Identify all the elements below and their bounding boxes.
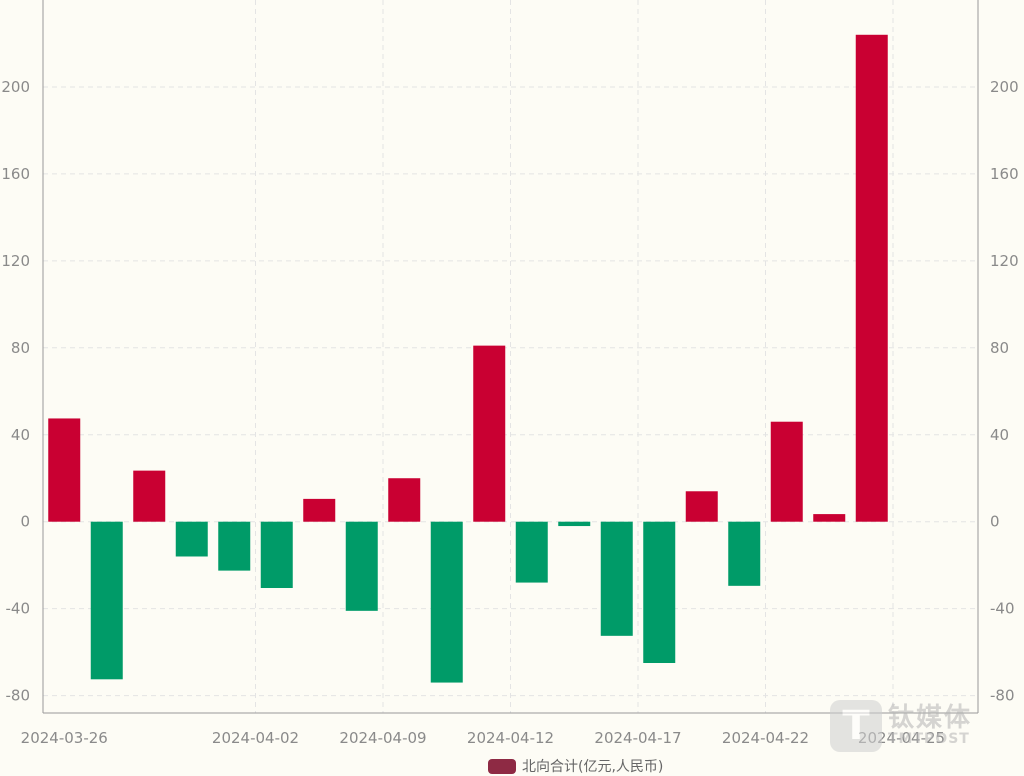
bar[interactable] [643,521,676,664]
bar[interactable] [133,470,166,522]
y-ticks-right: -80 -40 0 40 80 120 160 200 [990,78,1019,705]
bar[interactable] [855,34,888,522]
bar[interactable] [345,521,378,611]
y-tick-label-right: 200 [990,78,1019,96]
y-tick-label-right: -40 [990,600,1015,618]
bar[interactable] [260,521,293,589]
y-tick-label-left: -80 [6,687,31,705]
bar[interactable] [303,498,336,522]
y-tick-label-left: 200 [1,78,30,96]
watermark-logo-icon: T [830,700,882,752]
x-ticks: 2024-03-26 2024-04-02 2024-04-09 2024-04-12… [21,729,945,747]
y-tick-label-left: 120 [1,252,30,270]
bar[interactable] [600,521,633,636]
y-tick-label-left: 40 [11,426,30,444]
bar[interactable] [685,491,718,522]
bar[interactable] [813,514,846,522]
x-tick-label: 2024-04-02 [212,729,299,747]
bar[interactable] [473,345,506,522]
y-tick-label-right: 40 [990,426,1009,444]
x-tick-label: 2024-04-17 [594,729,681,747]
y-tick-label-left: -40 [6,600,31,618]
bar[interactable] [218,521,251,571]
y-tick-label-right: -80 [990,687,1015,705]
bar[interactable] [515,521,548,583]
bar[interactable] [48,418,81,522]
bar[interactable] [770,421,803,522]
bars [48,34,888,683]
bar[interactable] [175,521,208,557]
legend-swatch [488,758,516,774]
watermark: T 钛媒体 TMTPOST [830,700,972,752]
grid-lines [43,0,978,713]
watermark-cn: 钛媒体 [888,703,973,733]
y-tick-label-right: 120 [990,252,1019,270]
y-ticks-left: -80 -40 0 40 80 120 160 200 [1,78,30,705]
x-tick-label: 2024-04-12 [467,729,554,747]
x-tick-label: 2024-04-22 [722,729,809,747]
watermark-en: TMTPOST [888,731,970,748]
bar[interactable] [728,521,761,586]
bar[interactable] [90,521,123,680]
y-tick-label-left: 160 [1,165,30,183]
axes [42,0,979,714]
bar[interactable] [430,521,463,683]
x-tick-label: 2024-04-09 [339,729,426,747]
y-tick-label-left: 0 [20,513,30,531]
legend[interactable]: 北向合计(亿元,人民币) [488,756,663,776]
bar[interactable] [388,478,421,522]
y-tick-label-right: 160 [990,165,1019,183]
y-tick-label-right: 0 [990,513,1000,531]
legend-label: 北向合计(亿元,人民币) [522,759,664,775]
y-tick-label-left: 80 [11,339,30,357]
x-tick-label: 2024-03-26 [21,729,108,747]
y-tick-label-right: 80 [990,339,1009,357]
bar[interactable] [558,521,591,527]
